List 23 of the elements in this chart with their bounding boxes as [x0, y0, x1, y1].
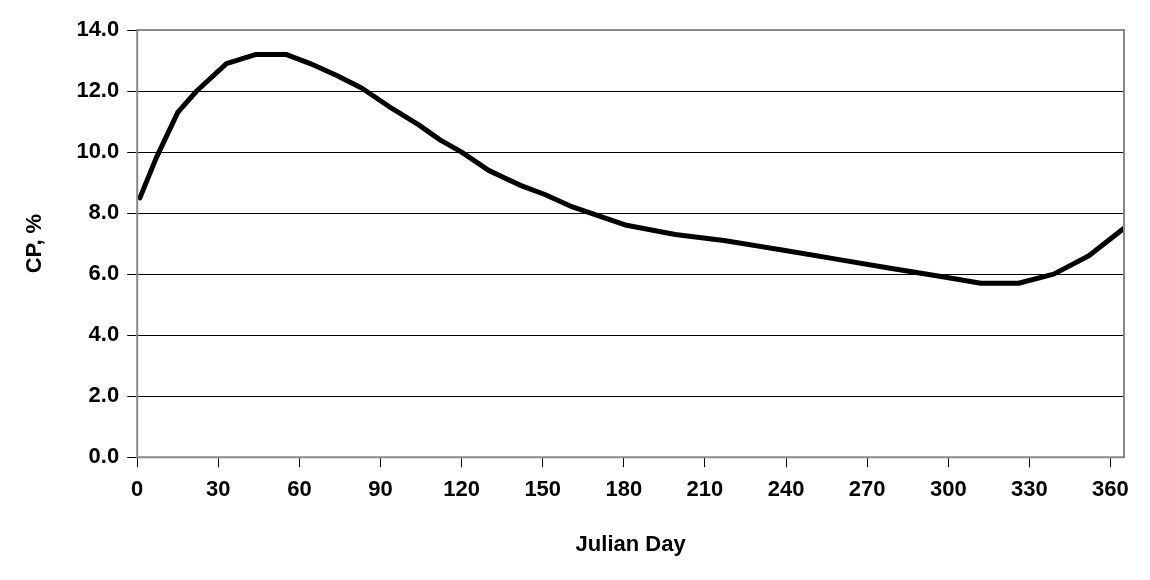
- x-tick-label: 240: [767, 476, 805, 502]
- x-tick-label: 120: [443, 476, 480, 502]
- y-tick-label: 0.0: [88, 443, 120, 469]
- x-tick-label: 210: [686, 476, 724, 502]
- x-tick-label: 330: [1011, 476, 1048, 502]
- x-tick-label: 60: [287, 476, 312, 502]
- x-tick-label: 30: [206, 476, 231, 502]
- y-tick-label: 10.0: [76, 138, 120, 164]
- y-tick-label: 14.0: [76, 16, 120, 42]
- x-tick-label: 0: [131, 476, 144, 502]
- y-axis-title: CP, %: [21, 213, 47, 274]
- y-tick-label: 12.0: [76, 77, 120, 103]
- x-tick-label: 270: [848, 476, 886, 502]
- x-tick-label: 150: [524, 476, 562, 502]
- x-tick-label: 300: [929, 476, 967, 502]
- y-tick-label: 6.0: [88, 260, 120, 286]
- y-tick-label: 4.0: [88, 321, 120, 347]
- y-tick-label: 8.0: [88, 199, 120, 225]
- x-tick-label: 180: [605, 476, 643, 502]
- x-axis-title: Julian Day: [575, 530, 687, 556]
- x-tick-label: 360: [1092, 476, 1129, 502]
- y-tick-label: 2.0: [88, 382, 120, 408]
- x-tick-label: 90: [368, 476, 393, 502]
